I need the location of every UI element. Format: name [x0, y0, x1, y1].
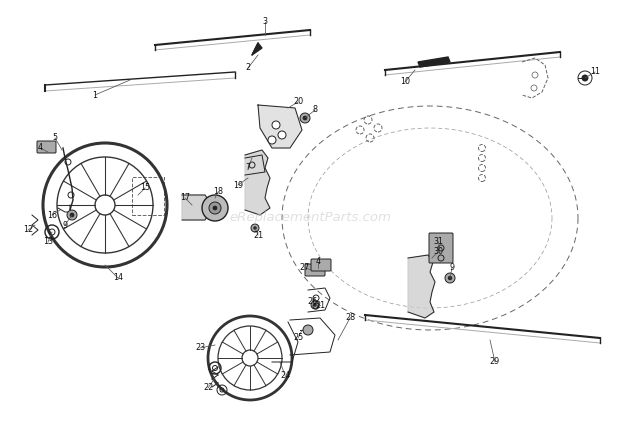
- Polygon shape: [418, 57, 450, 67]
- Polygon shape: [252, 43, 262, 55]
- Circle shape: [303, 116, 307, 120]
- Text: 8: 8: [312, 105, 317, 115]
- Circle shape: [278, 131, 286, 139]
- FancyBboxPatch shape: [305, 264, 325, 276]
- Text: 7: 7: [246, 164, 250, 172]
- Polygon shape: [258, 105, 302, 148]
- Circle shape: [300, 113, 310, 123]
- Text: 23: 23: [195, 343, 205, 352]
- Circle shape: [70, 213, 74, 217]
- Text: 14: 14: [113, 273, 123, 283]
- Text: 5: 5: [53, 134, 58, 142]
- Circle shape: [254, 227, 257, 230]
- Text: 30: 30: [433, 247, 443, 256]
- Text: 12: 12: [23, 226, 33, 234]
- Circle shape: [314, 303, 316, 306]
- Circle shape: [268, 136, 276, 144]
- Circle shape: [445, 273, 455, 283]
- Text: 3: 3: [262, 17, 267, 26]
- Text: 4: 4: [37, 144, 43, 152]
- Text: 20: 20: [293, 98, 303, 106]
- Text: 16: 16: [47, 210, 57, 220]
- Circle shape: [272, 121, 280, 129]
- Polygon shape: [408, 255, 435, 318]
- Circle shape: [202, 195, 228, 221]
- Text: eReplacementParts.com: eReplacementParts.com: [229, 211, 391, 224]
- Text: 26: 26: [307, 297, 317, 306]
- Circle shape: [448, 276, 452, 280]
- Text: 9: 9: [450, 263, 454, 273]
- Circle shape: [209, 202, 221, 214]
- Circle shape: [582, 75, 588, 81]
- Text: 31: 31: [433, 237, 443, 247]
- Text: 11: 11: [590, 68, 600, 76]
- FancyBboxPatch shape: [429, 233, 453, 263]
- Bar: [132, 177, 164, 215]
- Text: 18: 18: [213, 187, 223, 197]
- Text: 15: 15: [140, 184, 150, 193]
- Text: 9: 9: [63, 220, 68, 230]
- FancyBboxPatch shape: [37, 141, 56, 153]
- FancyBboxPatch shape: [311, 259, 331, 271]
- Text: 21: 21: [315, 300, 325, 309]
- Text: 24: 24: [280, 371, 290, 379]
- Text: 25: 25: [293, 333, 303, 342]
- Polygon shape: [245, 150, 270, 215]
- Text: 21: 21: [253, 230, 263, 240]
- Circle shape: [213, 206, 217, 210]
- Text: 19: 19: [233, 181, 243, 190]
- Text: 10: 10: [400, 78, 410, 86]
- Text: 1: 1: [92, 91, 97, 99]
- Polygon shape: [182, 195, 210, 220]
- Text: 28: 28: [345, 313, 355, 322]
- Text: 27: 27: [300, 263, 310, 273]
- Text: 13: 13: [43, 237, 53, 247]
- Text: 17: 17: [180, 194, 190, 203]
- Text: 22: 22: [203, 384, 213, 392]
- Circle shape: [311, 301, 319, 309]
- Text: 4: 4: [316, 257, 321, 266]
- Circle shape: [303, 325, 313, 335]
- Text: 2: 2: [246, 63, 250, 72]
- Text: 29: 29: [490, 358, 500, 366]
- Circle shape: [67, 210, 77, 220]
- Circle shape: [251, 224, 259, 232]
